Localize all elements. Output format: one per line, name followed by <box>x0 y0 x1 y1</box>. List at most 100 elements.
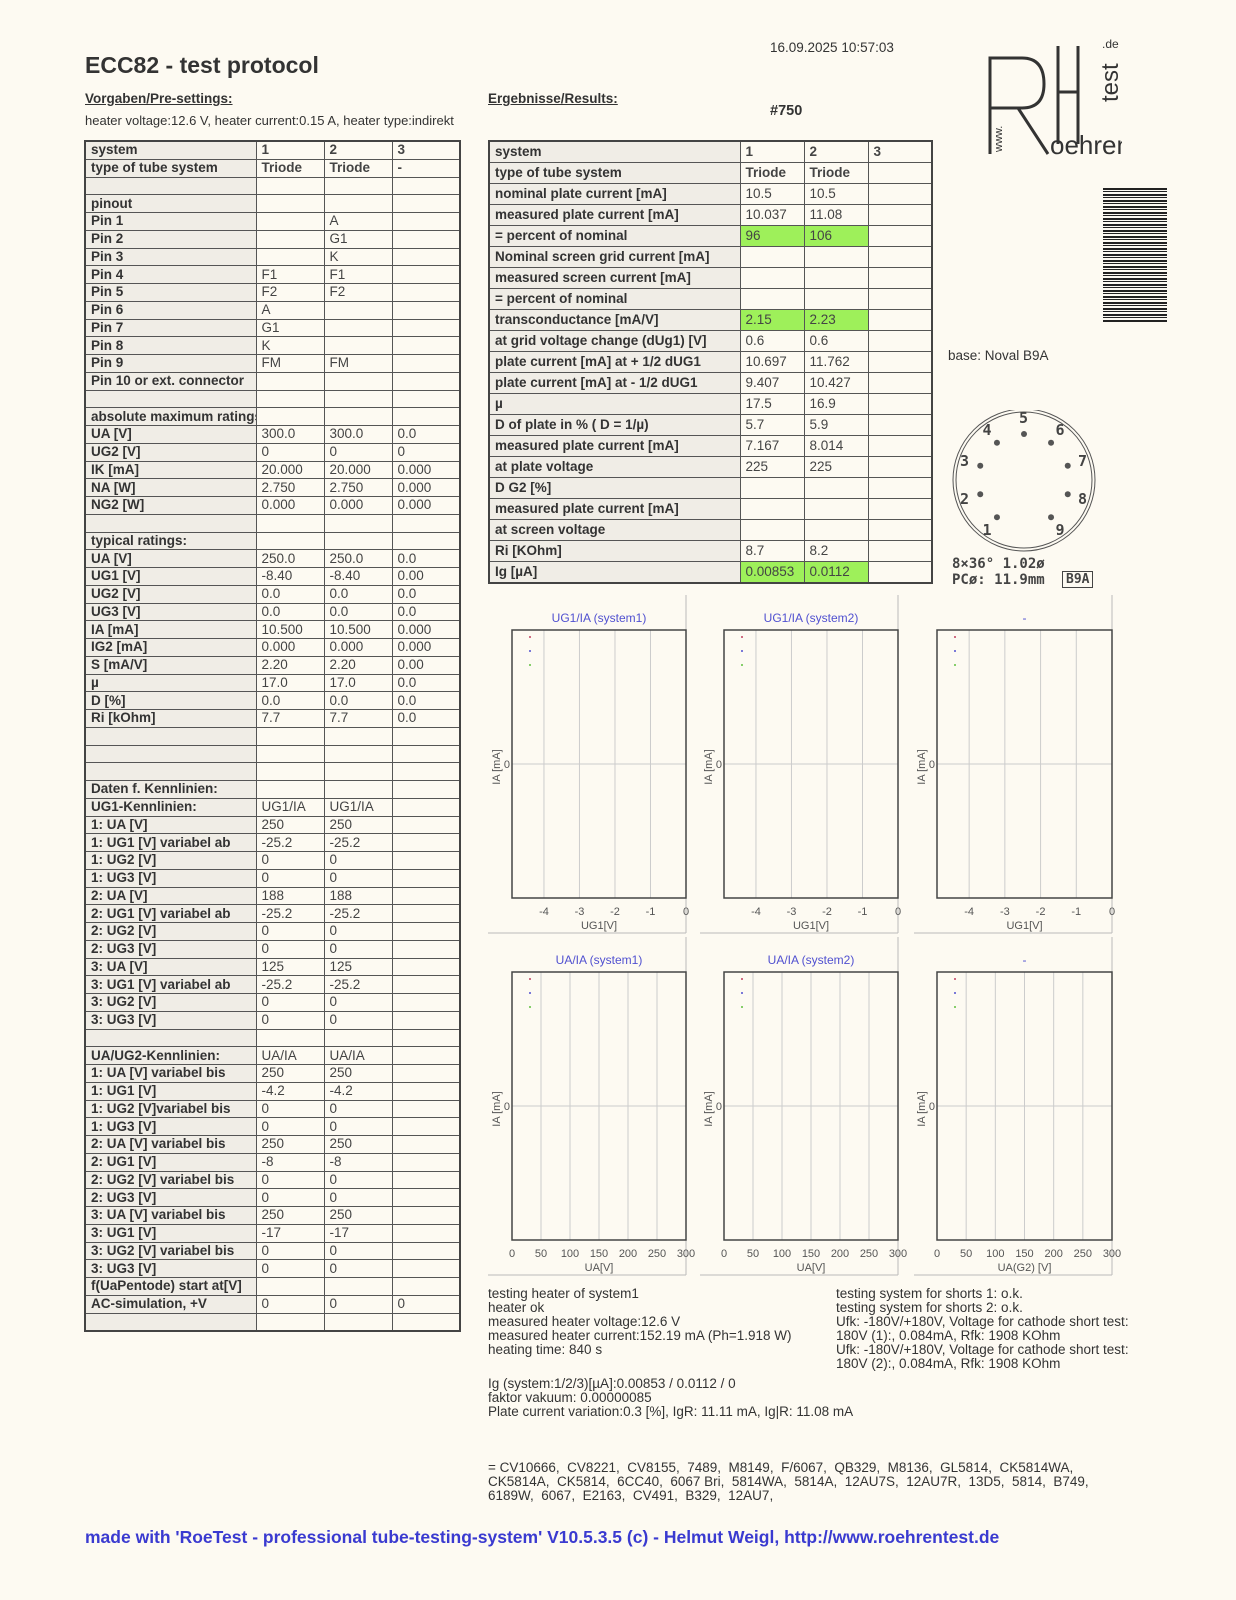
row-label <box>84 744 257 764</box>
pin-hole <box>1064 491 1071 498</box>
pin-hole <box>1021 431 1027 437</box>
presettings-row: Pin 7 G1 <box>84 318 461 338</box>
presettings-row: Pin 10 or ext. connector <box>84 371 461 391</box>
cell-value: 10.037 <box>739 204 805 226</box>
cell-value: 188 <box>323 886 393 906</box>
base-spec-1: 8×36° 1.02ø <box>952 556 1045 572</box>
pin-number: 9 <box>1055 521 1064 539</box>
results-row: D G2 [%] <box>488 477 933 499</box>
x-axis-label: UA[V] <box>585 1262 614 1274</box>
pin-number: 2 <box>960 490 969 508</box>
legend-dot <box>954 664 956 666</box>
row-label: IG2 [mA] <box>84 638 257 657</box>
footer-credit: made with 'RoeTest - professional tube-t… <box>85 1527 1000 1547</box>
y-axis-label: IA [mA] <box>916 749 928 784</box>
row-label: 3: UA [V] <box>84 957 257 977</box>
cell-value: -8.40 <box>255 567 325 586</box>
x-tick-label: -2 <box>610 906 620 918</box>
plot-area <box>936 629 1113 899</box>
legend-dot <box>529 636 531 638</box>
presettings-row: system 1 2 3 <box>84 140 461 160</box>
x-axis-label: UA(G2) [V] <box>998 1262 1052 1274</box>
results-row: measured plate current [mA] <box>488 498 933 520</box>
row-label: Ri [KOhm] <box>488 540 741 562</box>
row-label: µ <box>84 673 257 693</box>
row-label: NA [W] <box>84 478 257 497</box>
presettings-row: AC-simulation, +V 0 0 0 <box>84 1294 461 1314</box>
cell-value: 0.000 <box>255 638 325 657</box>
pin-number: 5 <box>1019 410 1028 427</box>
pin-hole <box>993 514 1000 521</box>
row-label <box>84 176 257 196</box>
cell-value: -17 <box>323 1223 393 1243</box>
presettings-row: UA [V] 300.0 300.0 0.0 <box>84 425 461 444</box>
row-label: UG1 [V] <box>84 567 257 586</box>
x-tick-label: 0 <box>509 1248 515 1260</box>
x-tick-label: 0 <box>895 906 901 918</box>
pin-number: 6 <box>1055 421 1064 439</box>
row-label: D G2 [%] <box>488 477 741 499</box>
results-heading: Ergebnisse/Results: <box>488 91 618 106</box>
row-label: UA/UG2-Kennlinien: <box>84 1046 257 1065</box>
x-tick-label: 300 <box>889 1248 907 1260</box>
row-label <box>84 1312 257 1332</box>
legend-dot <box>954 636 956 638</box>
legend-dot <box>741 978 743 980</box>
y-axis-label: IA [mA] <box>703 749 715 784</box>
x-axis-label: UA[V] <box>797 1262 826 1274</box>
pin-number: 7 <box>1078 452 1087 470</box>
x-tick-label: 0 <box>683 906 689 918</box>
presettings-row: 1: UA [V] variabel bis 250 250 <box>84 1064 461 1083</box>
plot-area <box>936 971 1113 1241</box>
presettings-row: 1: UG1 [V] -4.2 -4.2 <box>84 1081 461 1101</box>
cell-value: 0.0 <box>391 691 461 710</box>
legend-dot <box>954 978 956 980</box>
presettings-row: UG3 [V] 0.0 0.0 0.0 <box>84 602 461 622</box>
x-tick-label: 100 <box>773 1248 791 1260</box>
presettings-row: IA [mA] 10.500 10.500 0.000 <box>84 620 461 639</box>
heater-test-results: testing heater of system1 heater ok meas… <box>488 1286 792 1357</box>
cell-value: 8.2 <box>803 540 869 562</box>
row-label: Nominal screen grid current [mA] <box>488 246 741 268</box>
cell-value: 2.750 <box>323 478 393 497</box>
x-tick-label: 100 <box>561 1248 579 1260</box>
cell-value: 1 <box>255 140 325 160</box>
row-label: at screen voltage <box>488 519 741 541</box>
row-label: UA [V] <box>84 549 257 568</box>
x-tick-label: 150 <box>1015 1248 1033 1260</box>
y-tick-label: 0 <box>716 759 722 771</box>
x-tick-label: -1 <box>646 906 656 918</box>
presettings-row: 3: UA [V] variabel bis 250 250 <box>84 1206 461 1225</box>
cell-value: 10.5 <box>739 183 805 205</box>
cell-value: 17.5 <box>739 393 805 415</box>
cell-value: 17.0 <box>323 673 393 693</box>
y-axis-label: IA [mA] <box>491 749 503 784</box>
presettings-row: Pin 9 FM FM <box>84 354 461 373</box>
row-label: 3: UA [V] variabel bis <box>84 1206 257 1225</box>
x-tick-label: -4 <box>751 906 761 918</box>
cell-value: UG1/IA <box>255 797 325 817</box>
cell-value: 0.000 <box>391 638 461 657</box>
cell-value: 96 <box>739 225 805 247</box>
presettings-row: 2: UG1 [V] variabel ab -25.2 -25.2 <box>84 904 461 923</box>
pin-diagram: 12 34 5 67 89 <box>952 410 1096 552</box>
presettings-row: NA [W] 2.750 2.750 0.000 <box>84 478 461 497</box>
x-tick-label: -3 <box>575 906 585 918</box>
row-label: measured plate current [mA] <box>488 435 741 457</box>
results-row: µ 17.5 16.9 <box>488 393 933 415</box>
row-label: Pin 6 <box>84 300 257 320</box>
svg-text:oehren: oehren <box>1050 130 1122 160</box>
grid-current-results: Ig (system:1/2/3)[µA]:0.00853 / 0.0112 /… <box>488 1376 854 1419</box>
row-label: 3: UG3 [V] <box>84 1010 257 1030</box>
legend-dot <box>529 992 531 994</box>
row-label: absolute maximum ratings <box>84 407 257 426</box>
presettings-row: UG2 [V] 0.0 0.0 0.0 <box>84 584 461 604</box>
cell-value: 7.167 <box>739 435 805 457</box>
x-tick-label: -4 <box>964 906 974 918</box>
cell-value: 8.7 <box>739 540 805 562</box>
base-label: base: Noval B9A <box>948 348 1049 363</box>
barcode <box>1103 188 1167 323</box>
row-label: NG2 [W] <box>84 496 257 515</box>
